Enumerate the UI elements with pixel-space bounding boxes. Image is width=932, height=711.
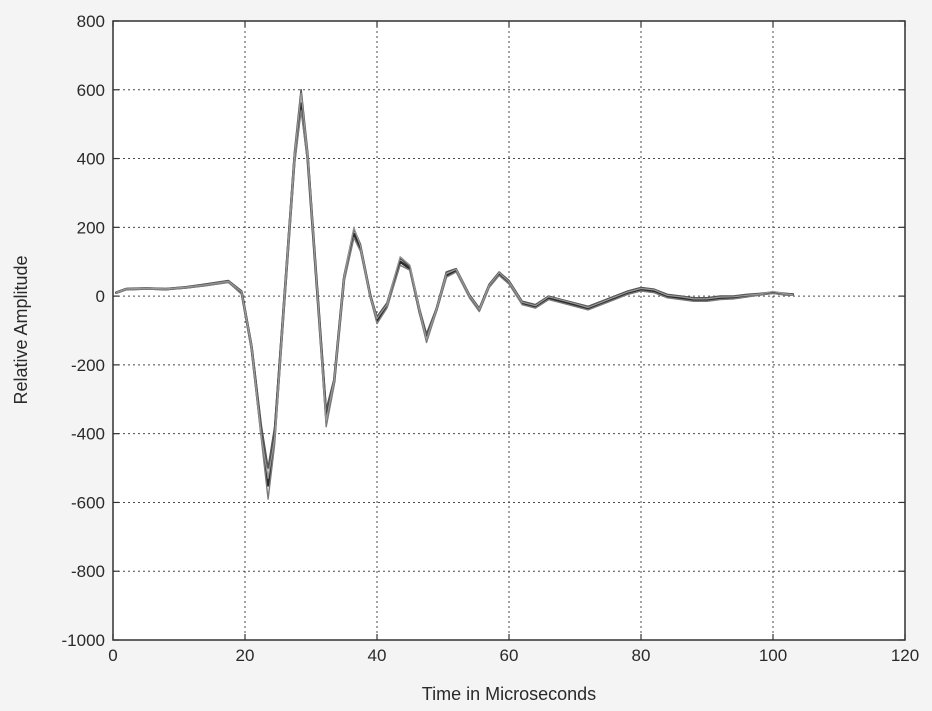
y-tick-labels: -1000 -800 -600 -400 -200 0 200 400 600 800 [62,12,105,650]
x-axis-title: Time in Microseconds [422,684,596,704]
traces [115,89,795,500]
series-line-4 [115,92,794,479]
series-line-3 [115,109,794,500]
y-tick-label: -1000 [62,631,105,650]
y-tick-label: -400 [71,425,105,444]
grid [113,21,905,640]
x-tick-label: 100 [759,646,787,665]
y-tick-label: 200 [77,218,105,237]
y-tick-label: 600 [77,81,105,100]
y-tick-label: 0 [96,287,105,306]
x-tick-label: 0 [108,646,117,665]
y-tick-label: 400 [77,150,105,169]
y-axis-title: Relative Amplitude [11,255,31,404]
y-tick-label: -600 [71,493,105,512]
x-tick-label: 80 [632,646,651,665]
y-tick-label: -200 [71,356,105,375]
x-tick-label: 20 [236,646,255,665]
y-tick-label: -800 [71,562,105,581]
x-tick-label: 120 [891,646,919,665]
y-tick-label: 800 [77,12,105,31]
x-tick-label: 60 [500,646,519,665]
x-tick-labels: 0 20 40 60 80 100 120 [108,646,919,665]
x-tick-label: 40 [368,646,387,665]
plot-frame [112,20,906,641]
